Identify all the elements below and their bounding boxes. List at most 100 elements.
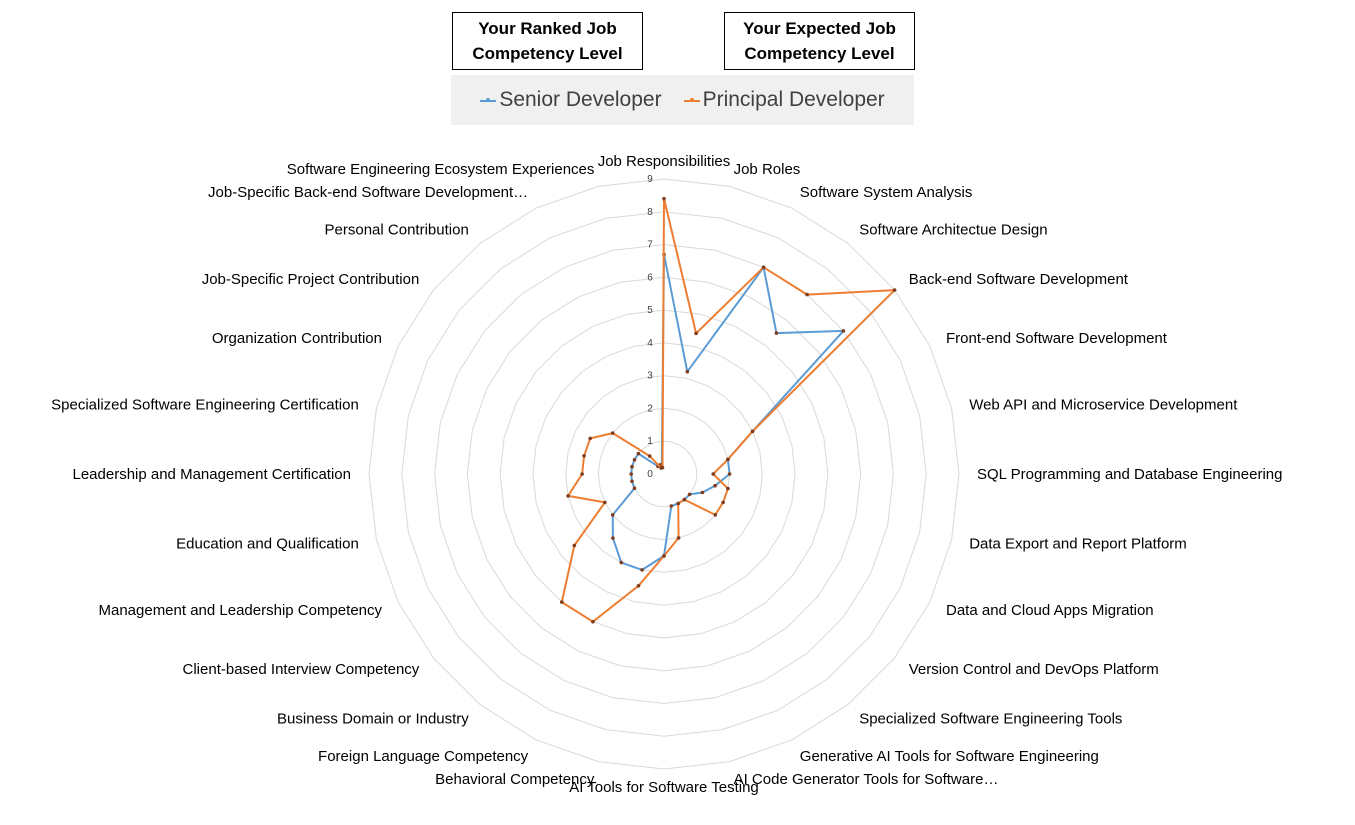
category-label: AI Code Generator Tools for Software… — [734, 771, 999, 788]
legend-item-senior[interactable]: Senior Developer — [480, 88, 662, 112]
category-label: Specialized Software Engineering Tools — [859, 711, 1122, 728]
data-point — [640, 568, 644, 572]
category-label: Job Responsibilities — [598, 153, 731, 170]
ranked-level-box: Your Ranked Job Competency Level — [452, 12, 643, 70]
data-point — [580, 472, 584, 476]
data-point — [669, 504, 674, 508]
data-point — [619, 560, 624, 565]
radial-axis-ticks: 0 1 2 3 4 5 6 7 8 9 — [647, 174, 653, 480]
data-point — [610, 431, 615, 435]
radial-tick-label: 1 — [647, 436, 653, 447]
data-point — [685, 369, 690, 374]
grid-ring — [368, 178, 960, 770]
grid-ring — [565, 375, 763, 573]
data-point — [636, 584, 641, 588]
category-label: Job-Specific Project Contribution — [202, 271, 420, 288]
series-principal — [560, 196, 897, 624]
data-point — [629, 472, 633, 476]
data-point — [662, 196, 666, 201]
legend-item-principal[interactable]: Principal Developer — [683, 88, 885, 112]
radial-tick-label: 9 — [647, 174, 653, 185]
radar-grid — [368, 178, 960, 770]
chart-legend: Senior Developer Principal Developer — [451, 75, 914, 125]
category-label: Education and Qualification — [176, 536, 359, 553]
data-point — [660, 465, 665, 470]
grid-ring — [434, 244, 894, 704]
radial-tick-label: 2 — [647, 403, 653, 414]
grid-ring — [597, 407, 731, 541]
data-point — [632, 486, 637, 491]
data-point — [582, 454, 586, 458]
data-point — [632, 458, 637, 462]
data-point — [805, 292, 809, 297]
data-point — [694, 331, 698, 336]
category-label: Organization Contribution — [212, 330, 382, 347]
data-point — [682, 497, 687, 502]
category-label: Web API and Microservice Development — [969, 396, 1238, 413]
radial-tick-label: 0 — [647, 469, 653, 480]
data-point — [636, 451, 641, 456]
category-label: Front-end Software Development — [946, 330, 1168, 347]
data-point — [750, 429, 755, 434]
radial-tick-label: 6 — [647, 272, 653, 283]
radial-tick-label: 4 — [647, 338, 653, 349]
category-label: Business Domain or Industry — [277, 711, 469, 728]
category-label: Specialized Software Engineering Certifi… — [51, 396, 359, 413]
data-point — [603, 500, 607, 505]
data-point — [700, 490, 705, 495]
data-point — [630, 479, 634, 484]
data-point — [721, 500, 725, 505]
category-label: Client-based Interview Competency — [183, 661, 420, 678]
category-label: Personal Contribution — [325, 221, 469, 238]
category-label: Software System Analysis — [800, 184, 973, 201]
data-point — [662, 554, 666, 558]
category-label: Software Architectue Design — [859, 221, 1047, 238]
expected-level-box: Your Expected Job Competency Level — [724, 12, 915, 70]
series-line — [560, 197, 896, 623]
category-label: Job Roles — [734, 161, 801, 178]
category-label: AI Tools for Software Testing — [569, 779, 759, 796]
data-point — [761, 265, 766, 270]
data-point — [591, 619, 595, 624]
data-point — [566, 494, 570, 498]
category-label: Leadership and Management Certification — [72, 466, 351, 483]
category-label: Software Engineering Ecosystem Experienc… — [287, 161, 595, 178]
category-label: SQL Programming and Database Engineering — [977, 466, 1282, 483]
category-label: Back-end Software Development — [909, 271, 1129, 288]
data-point — [687, 492, 692, 497]
legend-label-senior: Senior Developer — [499, 88, 662, 111]
data-point — [892, 288, 897, 292]
grid-ring — [499, 309, 829, 639]
category-label: Data and Cloud Apps Migration — [946, 602, 1154, 619]
data-point — [726, 486, 730, 491]
data-point — [713, 513, 718, 517]
grid-ring — [466, 276, 862, 672]
data-point — [841, 329, 846, 333]
category-labels: Job Responsibilities Job Roles Software Sy… — [51, 153, 1282, 796]
legend-marker-principal — [683, 93, 700, 107]
radial-tick-label: 8 — [647, 207, 653, 218]
data-point — [588, 436, 592, 441]
data-point — [713, 483, 717, 488]
data-point — [610, 513, 615, 517]
category-label: Management and Leadership Competency — [98, 602, 382, 619]
data-point — [727, 472, 732, 476]
grid-ring — [532, 342, 796, 606]
data-point — [676, 501, 680, 506]
data-point — [647, 454, 652, 458]
legend-label-principal: Principal Developer — [702, 88, 885, 111]
data-point — [572, 543, 577, 548]
data-point — [726, 457, 730, 462]
data-point — [711, 472, 715, 476]
radial-tick-label: 7 — [647, 240, 653, 251]
category-label: Behavioral Competency — [435, 771, 595, 788]
category-label: Data Export and Report Platform — [969, 536, 1187, 553]
data-point — [611, 536, 615, 540]
ranked-level-label: Your Ranked Job Competency Level — [472, 19, 623, 63]
data-point — [560, 600, 564, 604]
expected-level-label: Your Expected Job Competency Level — [743, 19, 896, 63]
category-label: Foreign Language Competency — [318, 748, 529, 765]
radial-tick-label: 3 — [647, 371, 653, 382]
data-point — [630, 464, 634, 469]
